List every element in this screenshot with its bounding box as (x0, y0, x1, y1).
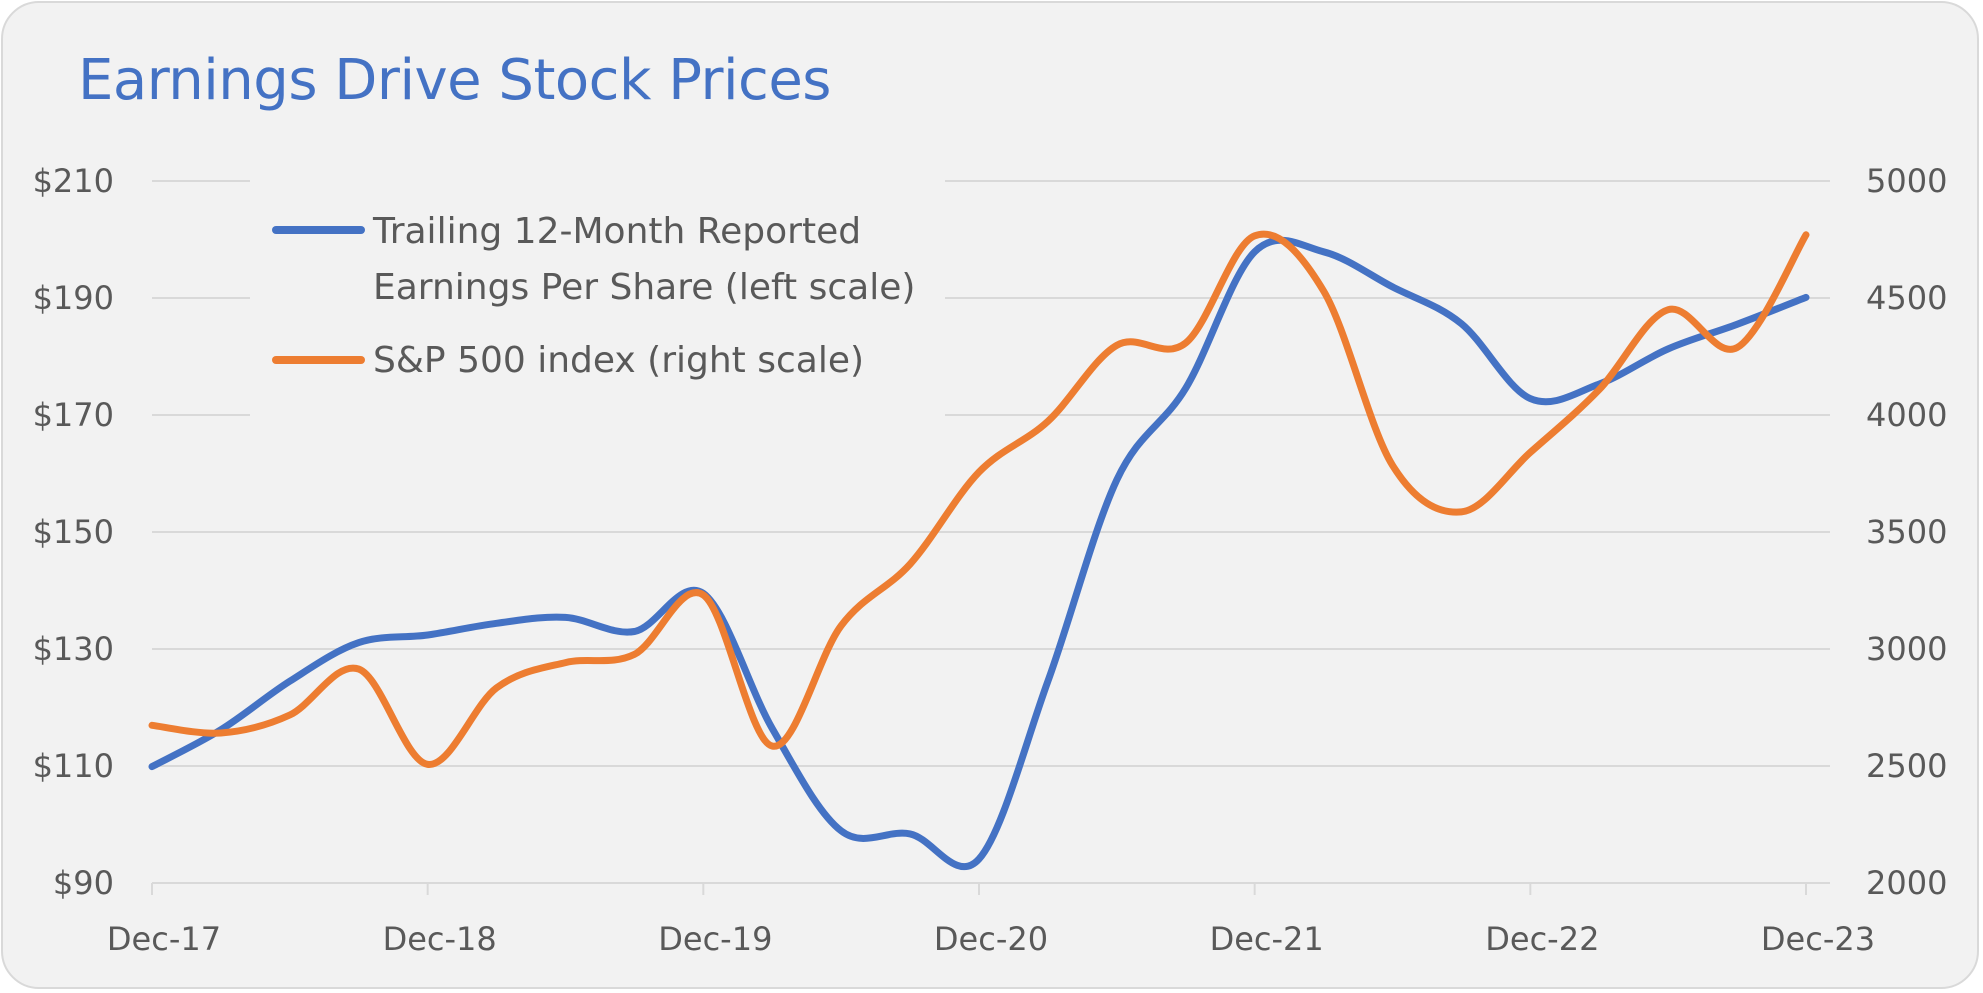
legend-label-eps: Trailing 12-Month Reported (372, 211, 861, 252)
x-tick-label: Dec-19 (658, 920, 772, 958)
y-right-tick-label: 2500 (1866, 747, 1947, 785)
legend-label-sp500: S&P 500 index (right scale) (373, 340, 864, 381)
y-right-tick-label: 2000 (1866, 864, 1947, 902)
x-tick-label: Dec-17 (107, 920, 221, 958)
y-right-tick-label: 4500 (1866, 279, 1947, 317)
y-left-tick-label: $170 (33, 396, 114, 434)
legend: Trailing 12-Month Reported Earnings Per S… (272, 211, 915, 381)
y-right-tick-label: 3500 (1866, 513, 1947, 551)
x-tick-label: Dec-22 (1485, 920, 1599, 958)
x-tick-label: Dec-23 (1761, 920, 1875, 958)
y-right-tick-label: 4000 (1866, 396, 1947, 434)
eps-series-line (148, 236, 1810, 870)
y-left-tick-label: $110 (33, 747, 114, 785)
y-left-tick-label: $210 (33, 162, 114, 200)
y-left-tick-label: $150 (33, 513, 114, 551)
gridlines (152, 180, 1830, 767)
sp500-series-line (148, 230, 1810, 768)
y-left-tick-label: $90 (53, 864, 114, 902)
x-tick-label: Dec-21 (1210, 920, 1324, 958)
y-right-tick-label: 5000 (1866, 162, 1947, 200)
legend-label-eps-line2: Earnings Per Share (left scale) (373, 267, 915, 308)
chart-title: Earnings Drive Stock Prices (78, 48, 831, 113)
y-left-tick-label: $190 (33, 279, 114, 317)
axes: $90 2000 $110 2500 $130 3000 $150 3500 $170 4000 $… (33, 162, 1948, 958)
y-left-tick-label: $130 (33, 630, 114, 668)
series-lines (148, 230, 1810, 870)
x-tick-label: Dec-18 (383, 920, 497, 958)
x-tick-label: Dec-20 (934, 920, 1048, 958)
y-right-tick-label: 3000 (1866, 630, 1947, 668)
